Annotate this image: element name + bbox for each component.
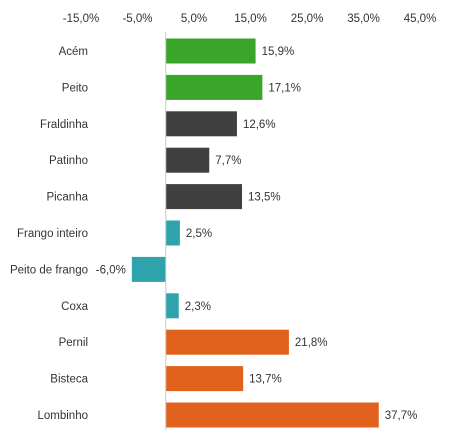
x-tick-label: 5,0% [181,13,207,25]
category-labels: Acém Peito Fraldinha Patinho Picanha Frango i… [10,46,89,422]
category-label: Picanha [46,192,88,204]
data-label: 21,8% [295,337,328,349]
x-tick-label: 45,0% [404,13,437,25]
x-tick-label: 25,0% [291,13,324,25]
data-label: 17,1% [268,82,301,94]
bar [165,38,256,64]
bar [165,329,289,355]
x-axis-tick-labels: -15,0% -5,0% 5,0% 15,0% 25,0% 35,0% 45,0% [63,13,437,25]
bar [165,220,180,246]
category-label: Patinho [49,155,88,167]
bar [165,111,237,137]
x-tick-label: -5,0% [122,13,152,25]
bar [165,402,379,428]
data-label: 13,5% [248,192,281,204]
category-label: Peito [62,82,88,94]
bars [131,38,379,428]
data-label: -6,0% [96,264,126,276]
data-label: 7,7% [215,155,241,167]
data-labels: 15,9% 17,1% 12,6% 7,7% 13,5% 2,5% -6,0% 2,3% 21,… [96,46,418,422]
category-label: Pernil [59,337,88,349]
bar [131,256,166,282]
bar [165,184,243,210]
data-label: 37,7% [385,410,418,422]
data-label: 15,9% [262,46,295,58]
bar [165,74,263,100]
bar [165,366,244,392]
bar [165,147,210,173]
data-label: 12,6% [243,119,276,131]
category-label: Coxa [61,301,88,313]
data-label: 2,3% [185,301,211,313]
category-label: Peito de frango [10,264,88,276]
x-tick-label: -15,0% [63,13,99,25]
bar [165,293,179,319]
x-tick-label: 35,0% [347,13,380,25]
category-label: Bisteca [50,374,88,386]
category-label: Frango inteiro [17,228,88,240]
category-label: Fraldinha [40,119,89,131]
category-label: Lombinho [37,410,88,422]
data-label: 2,5% [186,228,212,240]
data-label: 13,7% [249,374,282,386]
x-tick-label: 15,0% [234,13,267,25]
category-label: Acém [59,46,88,58]
